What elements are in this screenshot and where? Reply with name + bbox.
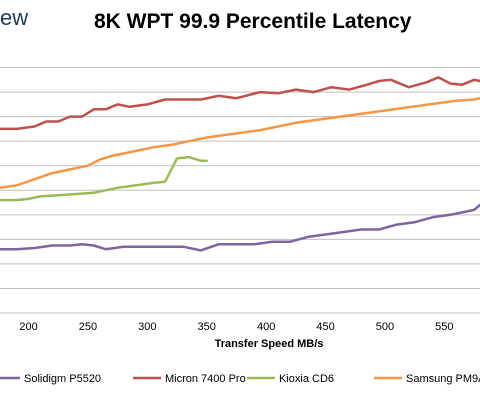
brand-logo-fragment: ew — [0, 5, 29, 30]
x-tick-label: 400 — [257, 321, 275, 333]
series-line — [0, 203, 480, 252]
legend-label: Samsung PM9A — [406, 373, 480, 385]
series-line — [0, 96, 480, 190]
x-tick-label: 200 — [19, 321, 37, 333]
x-tick-label: 450 — [316, 321, 334, 333]
chart-title: 8K WPT 99.9 Percentile Latency — [94, 10, 412, 33]
x-tick-label: 250 — [79, 321, 97, 333]
x-tick-label: 550 — [435, 321, 453, 333]
series-line — [0, 76, 480, 131]
x-tick-label: 300 — [138, 321, 156, 333]
x-tick-label: 500 — [376, 321, 394, 333]
series-line — [0, 155, 208, 202]
legend-label: Solidigm P5520 — [24, 373, 101, 385]
x-tick-label: 350 — [198, 321, 216, 333]
x-axis-title: Transfer Speed MB/s — [215, 338, 324, 350]
legend-label: Kioxia CD6 — [279, 373, 334, 385]
legend-label: Micron 7400 Pro — [165, 373, 246, 385]
